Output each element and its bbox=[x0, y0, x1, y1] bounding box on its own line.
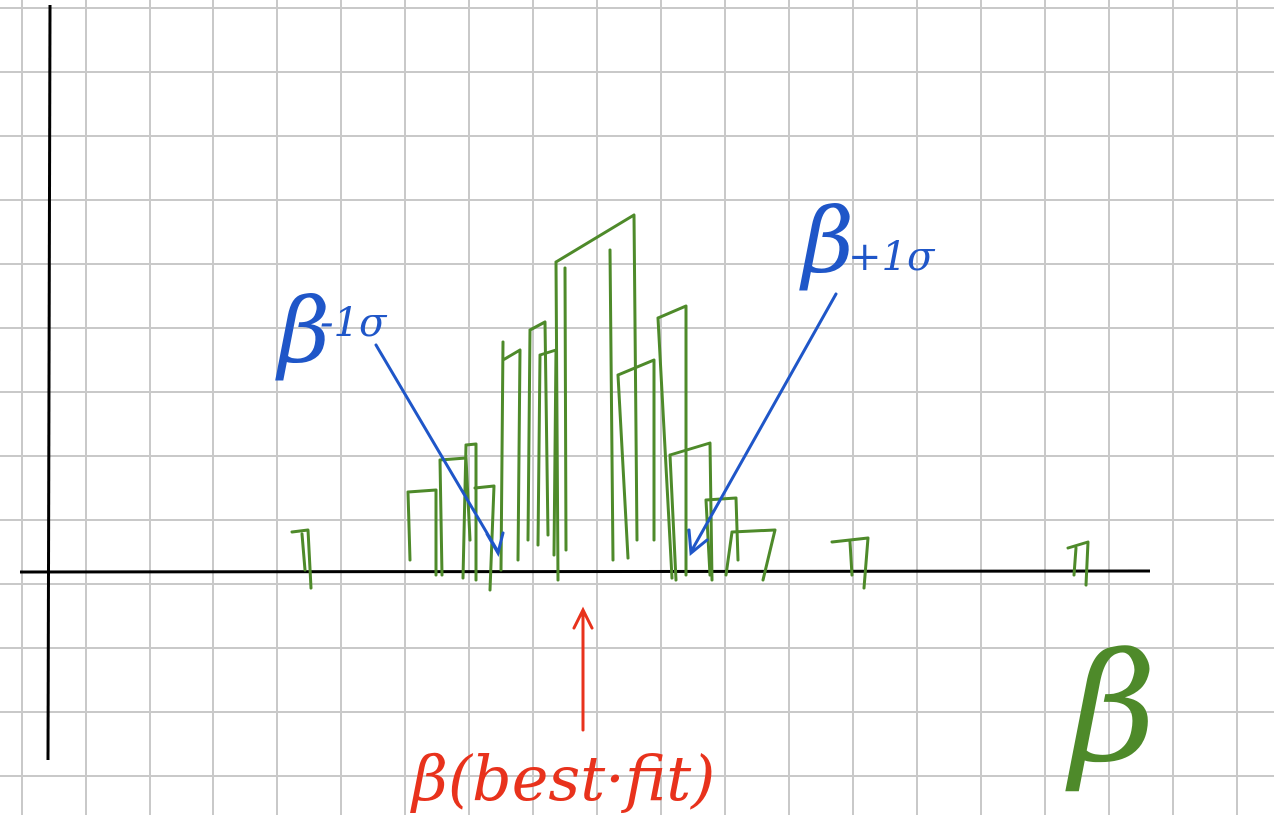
histogram-bar bbox=[830, 536, 870, 590]
arrow-plus-sigma bbox=[690, 292, 838, 552]
histogram-bar bbox=[526, 320, 550, 542]
histogram-bar bbox=[724, 528, 777, 582]
label-beta-plus-symbol: β bbox=[799, 189, 854, 294]
histogram bbox=[290, 213, 1090, 592]
y-axis bbox=[46, 4, 52, 761]
arrow-best-fit bbox=[572, 606, 594, 732]
histogram-bar bbox=[656, 304, 688, 580]
label-axis-beta: β bbox=[1065, 622, 1157, 796]
histogram-bar bbox=[704, 496, 740, 577]
histogram-bar bbox=[616, 358, 656, 560]
histogram-bar bbox=[1066, 540, 1090, 587]
histogram-bar bbox=[461, 442, 478, 582]
histogram-bar bbox=[290, 528, 313, 590]
histogram-bar bbox=[563, 248, 615, 562]
histogram-bar bbox=[668, 441, 714, 582]
histogram-bar bbox=[499, 340, 522, 572]
arrow-minus-sigma bbox=[374, 343, 499, 552]
label-beta-minus-subscript: -1σ bbox=[320, 300, 388, 346]
arrow-plus-sigma-head bbox=[687, 528, 709, 556]
arrow-minus-sigma-head bbox=[485, 531, 505, 557]
histogram-bar bbox=[406, 488, 438, 577]
label-beta-best-fit: β(best·fit) bbox=[410, 742, 715, 815]
arrows-sigma bbox=[374, 292, 838, 557]
x-axis bbox=[19, 569, 1151, 574]
histogram-bar bbox=[554, 213, 639, 582]
histogram-bar bbox=[473, 484, 496, 592]
label-beta-plus-subscript: +1σ bbox=[848, 234, 936, 280]
label-beta-minus-symbol: β bbox=[275, 279, 330, 384]
